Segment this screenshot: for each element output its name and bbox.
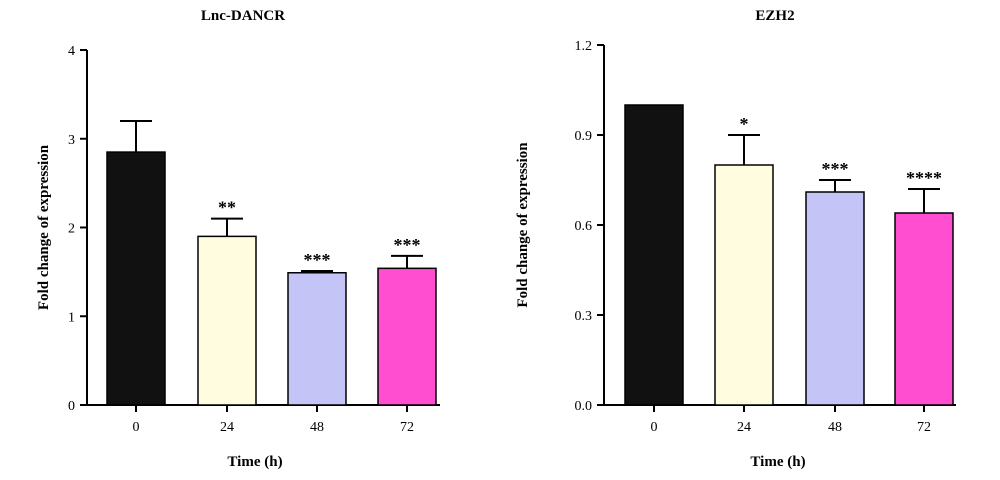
chart-panel-2: EZH2 0.0 0.3 0.6 0.9 1.2 0 * 24 *** 48 **** 72 Time (… [515,8,956,470]
y-tick-label: 0 [68,399,75,414]
significance-label: *** [394,235,421,255]
y-tick-label: 2 [68,222,75,237]
bar [714,164,774,406]
bar [197,235,257,406]
x-tick-label: 48 [310,420,324,435]
y-tick-label: 0.9 [575,129,593,144]
x-axis-label: Time (h) [227,454,282,470]
y-axis-label: Fold change of expression [36,144,52,310]
y-tick-label: 0.3 [575,309,593,324]
significance-label: * [740,114,749,134]
bar [805,191,865,406]
x-tick-label: 72 [917,420,931,435]
y-tick-label: 1 [68,310,75,325]
chart-title: EZH2 [755,8,794,24]
y-tick-label: 0.0 [575,399,593,414]
y-tick-label: 1.2 [575,39,593,54]
significance-label: *** [304,250,331,270]
bar [287,272,347,406]
significance-label: ** [218,198,236,218]
bar [624,104,684,406]
chart-title: Lnc-DANCR [201,8,285,24]
x-tick-label: 72 [400,420,414,435]
bar [894,212,954,406]
chart-panel-1: Lnc-DANCR 0 1 2 3 4 0 ** 24 *** 48 *** 72 Time (h) Fol… [36,8,440,470]
y-tick-label: 0.6 [575,219,593,234]
significance-label: *** [822,159,849,179]
y-axis-label: Fold change of expression [515,142,531,308]
x-tick-label: 24 [220,420,234,435]
x-axis-label: Time (h) [750,454,805,470]
y-tick-label: 3 [68,133,75,148]
significance-label: **** [906,168,942,188]
y-tick-label: 4 [68,44,75,59]
bar [106,151,166,406]
x-tick-label: 0 [133,420,140,435]
x-tick-label: 24 [737,420,751,435]
bar [377,267,437,406]
x-tick-label: 0 [651,420,658,435]
x-tick-label: 48 [828,420,842,435]
